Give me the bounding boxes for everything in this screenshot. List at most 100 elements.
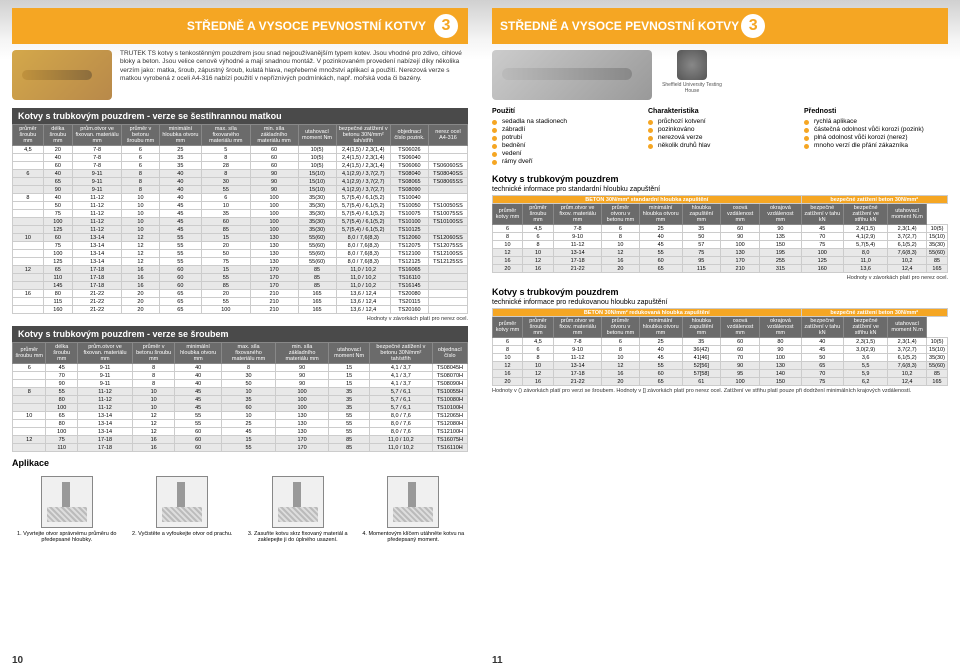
cell xyxy=(428,266,467,274)
t3-sub: technické informace pro standardní hloub… xyxy=(492,186,948,193)
cell: 10,2 xyxy=(888,257,927,265)
cell: 45 xyxy=(175,388,222,396)
cell: 4,1(2,9) xyxy=(844,233,888,241)
cell: 20 xyxy=(602,265,639,273)
cell: 15 xyxy=(329,364,370,372)
cell: 90 xyxy=(760,346,801,354)
cell xyxy=(13,178,44,186)
cell: 7-8 xyxy=(554,338,602,346)
cell: 160 xyxy=(801,265,844,273)
cell: 150 xyxy=(760,378,801,386)
cell: 6 xyxy=(13,170,44,178)
cell: 60 xyxy=(222,404,276,412)
cell: 130 xyxy=(250,234,298,242)
cell xyxy=(428,146,467,154)
cell: 13-14 xyxy=(77,428,132,436)
cell: 60 xyxy=(175,428,222,436)
cell xyxy=(13,428,46,436)
cell: 40 xyxy=(159,194,201,202)
cell: 60 xyxy=(720,225,759,233)
cell: 11-12 xyxy=(72,226,121,234)
cell: 55(60) xyxy=(298,234,336,242)
header-left: 3STŘEDNĚ A VYSOCE PEVNOSTNÍ KOTVY xyxy=(12,8,468,44)
col-header: prům.otvor ve fixov. materiálu mm xyxy=(554,204,602,225)
cell: 6,1(5,2) xyxy=(888,241,927,249)
col-header: nerez ocel A4-316 xyxy=(428,125,467,146)
col-header: minimální hloubka otvoru mm xyxy=(175,343,222,364)
cell: 100 xyxy=(275,396,328,404)
cell: 165 xyxy=(298,290,336,298)
cell: 28 xyxy=(202,162,250,170)
cell: 40 xyxy=(801,338,844,346)
cell: 55(60) xyxy=(298,258,336,266)
cell: 25 xyxy=(639,338,682,346)
cell: 170 xyxy=(250,266,298,274)
cell: 15 xyxy=(329,380,370,388)
cell: 45 xyxy=(46,364,77,372)
cell: 75 xyxy=(43,242,72,250)
list-item: několik druhů hlav xyxy=(648,142,792,149)
cell: 10 xyxy=(13,234,44,242)
cell: 8,0 / 7,6(8,3) xyxy=(336,250,390,258)
cell: TS12075 xyxy=(390,242,428,250)
cell: 35 xyxy=(329,396,370,404)
cell: 4,1 / 3,7 xyxy=(370,380,433,388)
cell: 8 xyxy=(122,170,159,178)
cell: 55 xyxy=(202,186,250,194)
cell: TS08040SS xyxy=(428,170,467,178)
cell: 25 xyxy=(222,420,276,428)
cell: TS10080H xyxy=(432,396,467,404)
col-header: max. síla fixovaného materiálu mm xyxy=(222,343,276,364)
cell: 4,1(2,9) / 3,7(2,7) xyxy=(336,170,390,178)
col-header: okrajová vzdálenost mm xyxy=(760,204,801,225)
cell: 60 xyxy=(159,282,201,290)
cell: 15(10) xyxy=(927,233,948,241)
cell: 5,7 / 6,1 xyxy=(370,396,433,404)
cell: 85 xyxy=(298,274,336,282)
cell: 3,6 xyxy=(844,354,888,362)
cell: 60 xyxy=(202,218,250,226)
cell: 35 xyxy=(682,225,720,233)
cell: 90 xyxy=(720,362,759,370)
cell: 17-18 xyxy=(72,266,121,274)
cell xyxy=(13,306,44,314)
cell xyxy=(428,226,467,234)
cell: 55(60) xyxy=(298,242,336,250)
cell: TS10125 xyxy=(390,226,428,234)
cell: 20 xyxy=(122,298,159,306)
cell: 2,3(1,4) xyxy=(888,338,927,346)
cell: 70 xyxy=(46,372,77,380)
cell xyxy=(428,186,467,194)
col-header: průměr kotvy mm xyxy=(493,204,523,225)
cell: 10 xyxy=(122,218,159,226)
cell: TS10100H xyxy=(432,404,467,412)
cell: 40 xyxy=(159,186,201,194)
note3: Hodnoty v () závorkách platí pro verzi s… xyxy=(492,388,948,394)
cell: 55 xyxy=(639,249,682,257)
col-header: průměr šroubu mm xyxy=(13,125,44,146)
cell: 85 xyxy=(202,282,250,290)
cell: TS16110H xyxy=(432,444,467,452)
cell: 16 xyxy=(522,265,553,273)
cell: 4,5 xyxy=(522,338,553,346)
cell xyxy=(428,194,467,202)
cell xyxy=(13,372,46,380)
cell: 21-22 xyxy=(72,306,121,314)
cell: 9-11 xyxy=(77,364,132,372)
cell: 8,0 xyxy=(844,249,888,257)
table-2: průměr šroubu mmdélka šroubu mmprům.otvo… xyxy=(12,342,468,452)
cell: 55 xyxy=(329,412,370,420)
cell: 65 xyxy=(46,412,77,420)
cell: 10 xyxy=(122,210,159,218)
cell: 52[56] xyxy=(682,362,720,370)
cell: 12 xyxy=(13,266,44,274)
cell: 115 xyxy=(43,298,72,306)
cell: 90 xyxy=(720,233,759,241)
cell: 12 xyxy=(133,412,175,420)
cell: 11,0 / 10,2 xyxy=(370,444,433,452)
table-4: BETON 30N/mm² redukovaná hloubka zapuště… xyxy=(492,308,948,386)
t4-title: Kotvy s trubkovým pouzdrem xyxy=(492,287,948,297)
col-header: průměr šroubu mm xyxy=(522,204,553,225)
cell: 4,1 / 3,7 xyxy=(370,372,433,380)
col-header: průměr kotvy mm xyxy=(493,317,523,338)
